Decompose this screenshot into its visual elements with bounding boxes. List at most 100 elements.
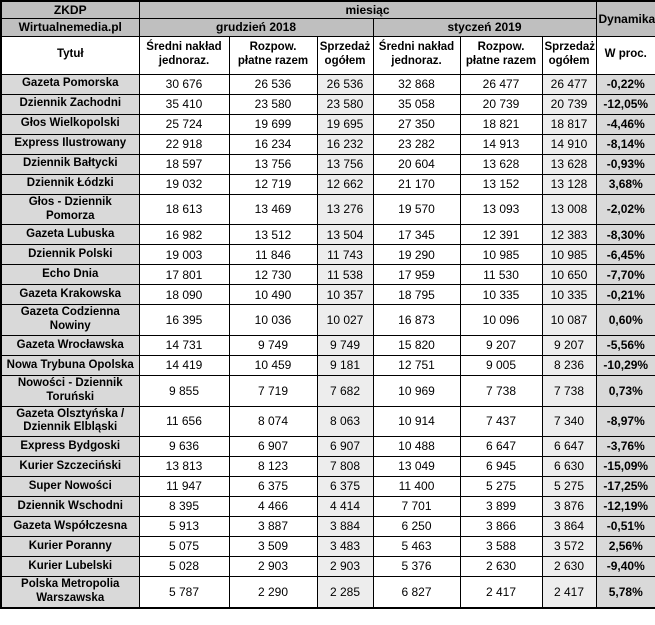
value-cell: 5 028 [138,556,230,578]
dec-total-sales-header: Sprzedaż ogółem [316,35,374,75]
value-cell: 13 813 [138,456,230,478]
value-cell: 16 395 [138,304,230,336]
value-cell: 3 887 [228,516,318,538]
value-cell: 35 058 [372,93,461,115]
newspaper-title-cell: Dziennik Polski [0,244,140,266]
dynamics-percent-cell: -0,22% [595,73,655,95]
newspaper-title-cell: Dziennik Bałtycki [0,153,140,175]
value-cell: 5 463 [372,536,461,558]
dynamics-percent-cell: 5,78% [595,576,655,609]
value-cell: 9 749 [228,334,318,356]
table-row: Kurier Szczeciński 13 813 8 123 7 808 13 049… [0,456,655,478]
value-cell: 8 074 [228,405,318,438]
value-cell: 7 682 [316,374,374,407]
value-cell: 13 512 [228,224,318,246]
value-cell: 7 808 [316,456,374,478]
table-row: Gazeta Olsztyńska / Dziennik Elbląski 11 … [0,405,655,438]
value-cell: 13 628 [459,153,543,175]
dynamics-percent-cell: 0,73% [595,374,655,407]
value-cell: 10 335 [459,284,543,306]
dynamics-percent-cell: -0,51% [595,516,655,538]
dynamics-percent-cell: -9,40% [595,556,655,578]
value-cell: 10 969 [372,374,461,407]
newspaper-title-cell: Echo Dnia [0,264,140,286]
value-cell: 3 509 [228,536,318,558]
value-cell: 23 580 [316,93,374,115]
table-row: Echo Dnia 17 801 12 730 11 538 17 959 11 530 1… [0,264,655,286]
dynamics-percent-cell: -12,05% [595,93,655,115]
value-cell: 2 417 [459,576,543,609]
value-cell: 14 913 [459,133,543,155]
value-cell: 3 899 [459,496,543,518]
value-cell: 12 719 [228,173,318,195]
value-cell: 9 207 [459,334,543,356]
value-cell: 5 275 [541,476,597,498]
value-cell: 3 588 [459,536,543,558]
value-cell: 8 236 [541,354,597,376]
value-cell: 3 884 [316,516,374,538]
value-cell: 16 982 [138,224,230,246]
dynamics-percent-cell: -8,97% [595,405,655,438]
value-cell: 10 985 [459,244,543,266]
value-cell: 9 005 [459,354,543,376]
value-cell: 19 003 [138,244,230,266]
table-row: Gazeta Pomorska 30 676 26 536 26 536 32 868 2… [0,73,655,95]
value-cell: 13 128 [541,173,597,195]
header-row-metrics: Tytuł Średni nakład jednoraz. Rozpow. pł… [0,35,655,75]
value-cell: 11 743 [316,244,374,266]
newspaper-title-cell: Gazeta Pomorska [0,73,140,95]
value-cell: 10 335 [541,284,597,306]
value-cell: 12 391 [459,224,543,246]
table-row: Dziennik Łódzki 19 032 12 719 12 662 21 170 1… [0,173,655,195]
value-cell: 20 604 [372,153,461,175]
dynamics-percent-cell: -12,19% [595,496,655,518]
value-cell: 19 570 [372,193,461,226]
value-cell: 20 739 [459,93,543,115]
table-row: Dziennik Bałtycki 18 597 13 756 13 756 20 60… [0,153,655,175]
value-cell: 10 985 [541,244,597,266]
source-label: ZKDP [0,0,140,20]
value-cell: 30 676 [138,73,230,95]
value-cell: 6 907 [316,436,374,458]
newspaper-title-cell: Głos - Dziennik Pomorza [0,193,140,226]
value-cell: 6 907 [228,436,318,458]
value-cell: 5 275 [459,476,543,498]
newspaper-title-cell: Gazeta Codzienna Nowiny [0,304,140,336]
table-row: Gazeta Wrocławska 14 731 9 749 9 749 15 820 9… [0,334,655,356]
value-cell: 6 250 [372,516,461,538]
value-cell: 18 795 [372,284,461,306]
table-row: Gazeta Lubuska 16 982 13 512 13 504 17 345 12… [0,224,655,246]
table-row: Gazeta Codzienna Nowiny 16 395 10 036 10 02… [0,304,655,336]
table-row: Kurier Poranny 5 075 3 509 3 483 5 463 3 588 3… [0,536,655,558]
value-cell: 27 350 [372,113,461,135]
value-cell: 9 181 [316,354,374,376]
value-cell: 7 340 [541,405,597,438]
value-cell: 32 868 [372,73,461,95]
value-cell: 12 383 [541,224,597,246]
newspaper-title-cell: Dziennik Wschodni [0,496,140,518]
value-cell: 22 918 [138,133,230,155]
value-cell: 13 469 [228,193,318,226]
value-cell: 2 903 [228,556,318,578]
table-row: Kurier Lubelski 5 028 2 903 2 903 5 376 2 630… [0,556,655,578]
value-cell: 10 488 [372,436,461,458]
title-column-header: Tytuł [0,35,140,75]
jan-total-sales-header: Sprzedaż ogółem [541,35,597,75]
value-cell: 13 049 [372,456,461,478]
value-cell: 14 910 [541,133,597,155]
value-cell: 3 864 [541,516,597,538]
value-cell: 20 739 [541,93,597,115]
value-cell: 5 075 [138,536,230,558]
site-label: Wirtualnemedia.pl [0,18,140,37]
value-cell: 10 914 [372,405,461,438]
value-cell: 26 536 [228,73,318,95]
value-cell: 17 959 [372,264,461,286]
value-cell: 16 873 [372,304,461,336]
dynamics-percent-cell: -3,76% [595,436,655,458]
table-row: Gazeta Krakowska 18 090 10 490 10 357 18 795… [0,284,655,306]
value-cell: 9 207 [541,334,597,356]
value-cell: 16 232 [316,133,374,155]
newspaper-title-cell: Dziennik Łódzki [0,173,140,195]
value-cell: 2 630 [459,556,543,578]
